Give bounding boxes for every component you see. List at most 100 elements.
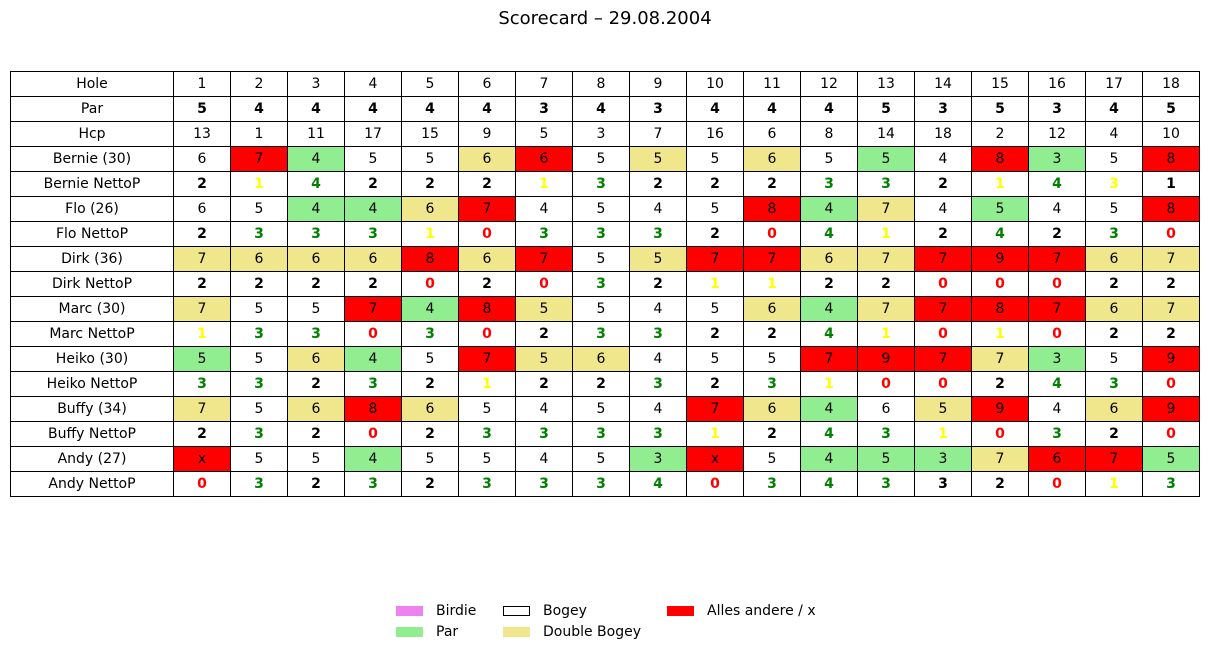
table-cell: 3 <box>800 171 858 197</box>
table-cell: 3 <box>914 471 972 497</box>
table-cell: 8 <box>1142 146 1200 172</box>
table-cell: 3 <box>515 471 573 497</box>
table-cell: 2 <box>173 421 231 447</box>
table-cell: 16 <box>686 121 744 147</box>
table-cell: 7 <box>458 346 516 372</box>
table-row: Heiko NettoP 3 3 2 3 2 1 2 2 3 2 3 1 0 0 2 4 3 0 <box>10 371 1200 397</box>
table-cell: 4 <box>515 396 573 422</box>
scorecard-table: Hole 1 2 3 4 5 6 7 8 9 10 11 12 13 14 15 16 17 18 Par 5 4 4 4 4 4… <box>10 71 1200 497</box>
legend-swatch-birdie <box>396 606 423 616</box>
table-cell: 0 <box>857 371 915 397</box>
table-cell: 3 <box>629 421 687 447</box>
table-cell: 3 <box>230 421 288 447</box>
table-cell: 3 <box>1142 471 1200 497</box>
table-cell: 3 <box>344 221 402 247</box>
table-cell: 7 <box>800 346 858 372</box>
legend-swatch-double-bogey <box>503 627 530 637</box>
row-label: Andy (27) <box>10 446 174 472</box>
table-cell: 3 <box>230 471 288 497</box>
table-cell: 7 <box>1142 246 1200 272</box>
table-cell: 5 <box>401 446 459 472</box>
row-label: Buffy NettoP <box>10 421 174 447</box>
table-cell: 7 <box>971 346 1029 372</box>
table-cell: 5 <box>686 296 744 322</box>
table-cell: 2 <box>686 171 744 197</box>
table-cell: 2 <box>1142 321 1200 347</box>
table-cell: 3 <box>572 121 630 147</box>
table-cell: 8 <box>572 71 630 97</box>
table-cell: 1 <box>1142 171 1200 197</box>
table-row: Buffy (34) 7 5 6 8 6 5 4 5 4 7 6 4 6 5 9 4 6 9 <box>10 396 1200 422</box>
table-cell: 1 <box>230 121 288 147</box>
table-cell: 0 <box>1142 371 1200 397</box>
table-cell: 3 <box>629 96 687 122</box>
table-cell: 3 <box>629 371 687 397</box>
table-cell: 4 <box>800 296 858 322</box>
table-cell: 4 <box>1028 196 1086 222</box>
table-cell: 9 <box>458 121 516 147</box>
table-cell: 4 <box>629 346 687 372</box>
table-cell: 5 <box>173 96 231 122</box>
table-cell: 2 <box>344 171 402 197</box>
table-cell: 2 <box>230 271 288 297</box>
table-cell: 7 <box>914 246 972 272</box>
table-cell: 4 <box>800 196 858 222</box>
table-cell: 4 <box>1085 121 1143 147</box>
table-cell: 5 <box>458 446 516 472</box>
table-cell: 4 <box>287 146 345 172</box>
table-cell: 2 <box>743 171 801 197</box>
table-cell: 1 <box>800 371 858 397</box>
table-cell: 5 <box>287 296 345 322</box>
table-cell: 5 <box>230 396 288 422</box>
table-cell: 0 <box>914 271 972 297</box>
table-cell: 2 <box>230 71 288 97</box>
table-cell: 4 <box>344 96 402 122</box>
table-cell: 7 <box>914 346 972 372</box>
table-cell: 0 <box>971 271 1029 297</box>
table-cell: 3 <box>230 221 288 247</box>
table-row: Andy (27) x 5 5 4 5 5 4 5 3 x 5 4 5 3 7 6 7 5 <box>10 446 1200 472</box>
table-cell: 0 <box>914 321 972 347</box>
table-cell: 2 <box>914 171 972 197</box>
table-cell: 6 <box>1085 246 1143 272</box>
table-cell: 5 <box>971 196 1029 222</box>
table-cell: 4 <box>914 196 972 222</box>
table-cell: 4 <box>344 446 402 472</box>
table-cell: 12 <box>800 71 858 97</box>
table-cell: 2 <box>743 421 801 447</box>
row-label: Bernie (30) <box>10 146 174 172</box>
table-cell: 3 <box>572 421 630 447</box>
table-cell: 5 <box>1085 346 1143 372</box>
table-cell: 4 <box>401 96 459 122</box>
table-cell: 6 <box>743 146 801 172</box>
table-cell: 4 <box>743 96 801 122</box>
table-cell: 6 <box>800 246 858 272</box>
table-cell: 1 <box>971 171 1029 197</box>
table-cell: 0 <box>344 321 402 347</box>
table-cell: 7 <box>857 196 915 222</box>
table-cell: 2 <box>1028 221 1086 247</box>
table-row: Dirk (36) 7 6 6 6 8 6 7 5 5 7 7 6 7 7 9 7 6 7 <box>10 246 1200 272</box>
table-cell: 2 <box>1085 271 1143 297</box>
table-cell: 8 <box>401 246 459 272</box>
table-cell: 15 <box>401 121 459 147</box>
table-cell: 1 <box>686 421 744 447</box>
table-cell: 4 <box>287 171 345 197</box>
table-cell: 3 <box>344 471 402 497</box>
table-cell: 3 <box>458 471 516 497</box>
table-cell: 18 <box>914 121 972 147</box>
row-label: Bernie NettoP <box>10 171 174 197</box>
table-cell: 2 <box>344 271 402 297</box>
table-cell: 12 <box>1028 121 1086 147</box>
table-cell: 0 <box>1142 421 1200 447</box>
table-cell: 4 <box>800 421 858 447</box>
table-cell: x <box>686 446 744 472</box>
table-cell: 2 <box>629 271 687 297</box>
table-cell: 5 <box>686 346 744 372</box>
table-cell: 5 <box>515 121 573 147</box>
table-cell: 16 <box>1028 71 1086 97</box>
table-cell: 9 <box>1142 396 1200 422</box>
table-cell: 0 <box>1028 271 1086 297</box>
table-cell: 5 <box>287 446 345 472</box>
table-cell: 6 <box>1085 296 1143 322</box>
